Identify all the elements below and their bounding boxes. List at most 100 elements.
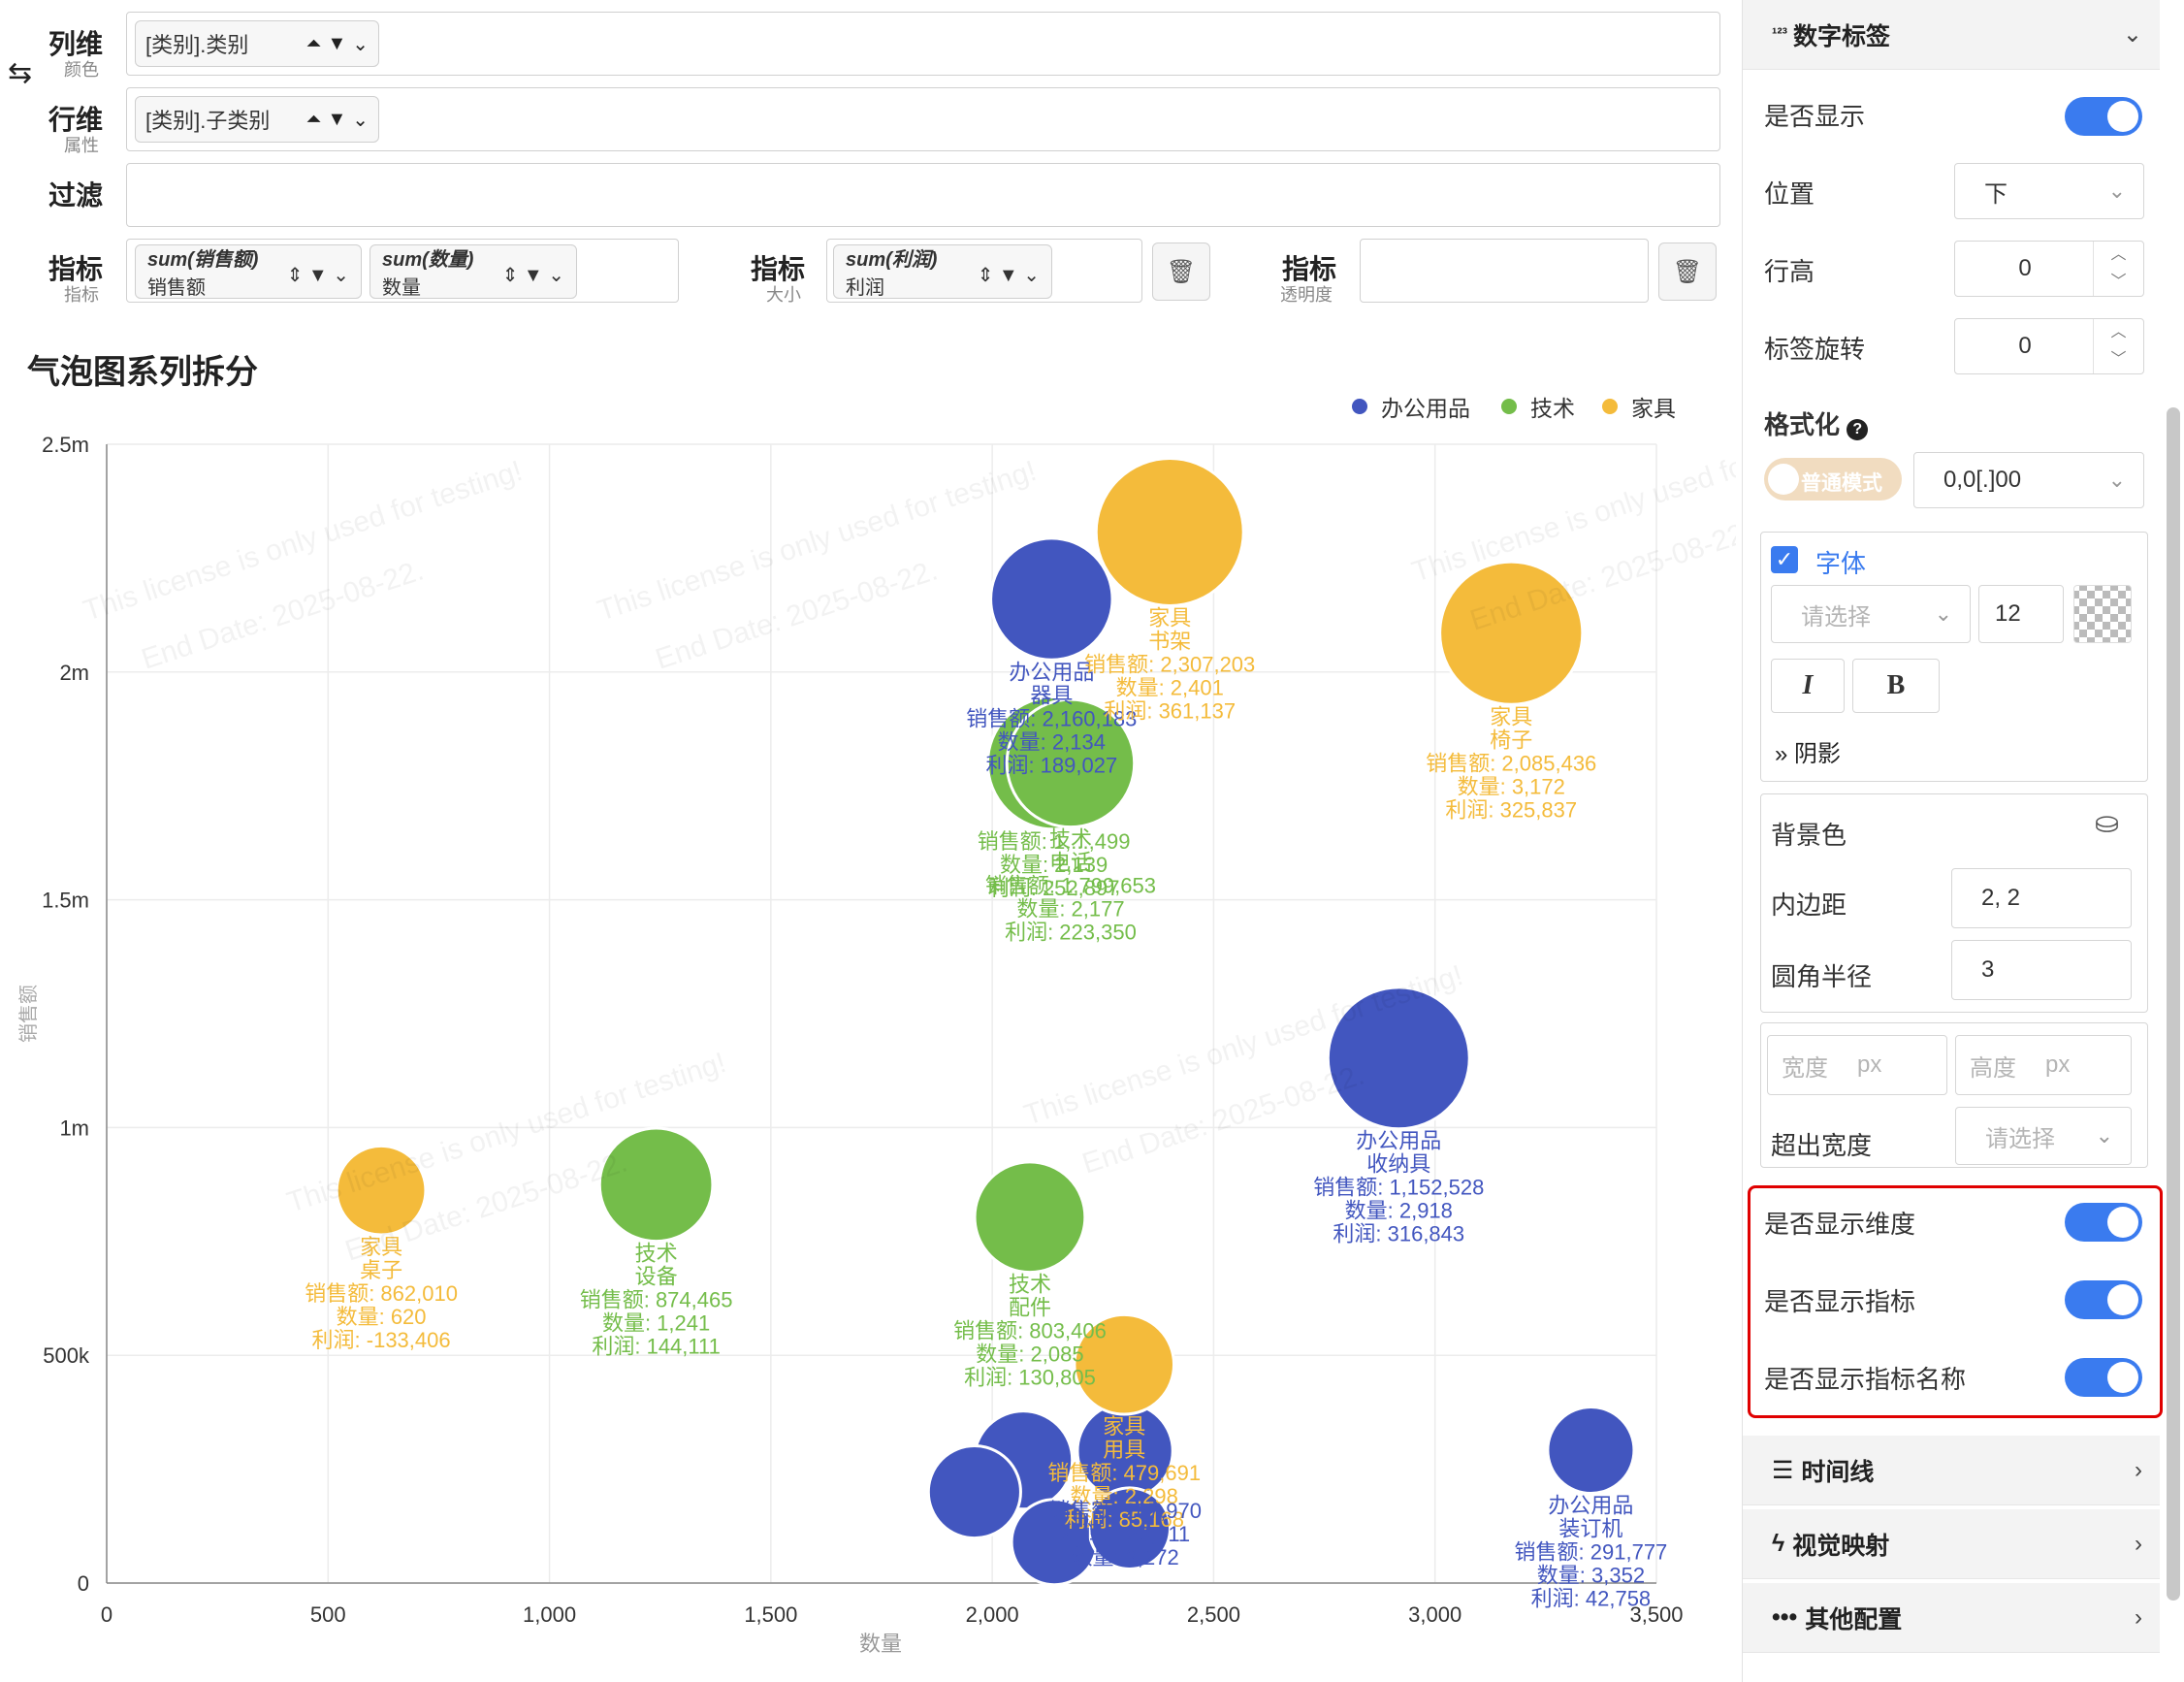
- size-shelf-title: 指标: [751, 254, 806, 284]
- sort-filter-controls[interactable]: ⇕ ▼ ⌄: [977, 265, 1040, 286]
- stepper[interactable]: ︿ ﹀: [2093, 242, 2143, 296]
- italic-button[interactable]: I: [1771, 659, 1845, 713]
- x-tick-label: 1,000: [523, 1602, 576, 1627]
- filter-icon[interactable]: ▼: [327, 32, 347, 54]
- filter-icon[interactable]: ▼: [327, 108, 347, 130]
- bubble: [973, 1160, 1087, 1275]
- trash-icon[interactable]: 🗑: [1658, 243, 1717, 301]
- sort-asc-icon[interactable]: ⏶: [305, 32, 322, 54]
- mode-toggle[interactable]: 普通模式: [1764, 458, 1902, 501]
- font-size-input[interactable]: 12: [1978, 585, 2064, 643]
- shadow-toggle[interactable]: » 阴影: [1775, 734, 1841, 768]
- row-shelf[interactable]: [类别].子类别 ⏶ ▼ ⌄: [126, 87, 1720, 151]
- data-label: 书架: [1148, 630, 1191, 654]
- position-select[interactable]: 下 ⌄: [1954, 163, 2144, 219]
- x-tick-label: 1,500: [744, 1602, 797, 1627]
- show-measure-toggle[interactable]: [2065, 1280, 2142, 1319]
- bold-button[interactable]: B: [1852, 659, 1940, 713]
- font-size-value: 12: [1995, 600, 2021, 627]
- chevron-down-icon: ⌄: [2107, 468, 2126, 492]
- bubble: [335, 1144, 428, 1237]
- overflow-select[interactable]: 请选择 ⌄: [1955, 1107, 2132, 1165]
- radius-input[interactable]: 3: [1951, 940, 2132, 1000]
- timeline-icon: ☰: [1772, 1456, 1794, 1484]
- section-timeline[interactable]: ☰ 时间线 ›: [1743, 1436, 2160, 1505]
- bold-icon: B: [1886, 670, 1906, 700]
- measure-pill-agg: sum(销售额): [147, 249, 259, 271]
- data-label: 销售额: 803,406: [953, 1319, 1107, 1343]
- bubble: [1005, 697, 1137, 829]
- line-height-input[interactable]: 0 ︿ ﹀: [1954, 241, 2144, 297]
- highlight-box: [1748, 1185, 2163, 1418]
- data-label: 数量: 2,134: [998, 729, 1106, 754]
- legend-item-office[interactable]: 办公用品: [1352, 390, 1470, 423]
- filter-shelf[interactable]: [126, 163, 1720, 227]
- data-label: 器具: [1030, 683, 1073, 707]
- trash-icon[interactable]: 🗑: [1152, 243, 1210, 301]
- legend-dot: [1602, 399, 1618, 414]
- size-shelf[interactable]: sum(利润) 利润 ⇕ ▼ ⌄: [826, 239, 1142, 303]
- section-visual-map[interactable]: ϟ 视觉映射 ›: [1743, 1509, 2160, 1579]
- width-unit: px: [1857, 1051, 1882, 1078]
- opacity-shelf[interactable]: [1360, 239, 1649, 303]
- section-number-label[interactable]: ¹²³ 数字标签 ⌄: [1743, 0, 2160, 70]
- sort-filter-controls[interactable]: ⇕ ▼ ⌄: [286, 265, 349, 286]
- legend-item-tech[interactable]: 技术: [1501, 390, 1575, 423]
- legend-item-furniture[interactable]: 家具: [1602, 390, 1676, 423]
- data-label: 家具: [1148, 606, 1191, 631]
- panel-scrollbar[interactable]: [2167, 407, 2180, 1601]
- data-label: 家具: [1103, 1414, 1145, 1439]
- y-tick-label: 2m: [59, 661, 89, 685]
- section-title: 视觉映射: [1792, 1532, 1890, 1560]
- chevron-down-icon[interactable]: ⌄: [352, 33, 369, 55]
- y-tick-label: 2.5m: [42, 433, 89, 457]
- font-color-picker[interactable]: [2073, 585, 2132, 643]
- data-label: 数量: 620: [337, 1305, 427, 1329]
- swap-icon[interactable]: ⇆: [8, 57, 33, 89]
- chevron-down-icon[interactable]: ⌄: [352, 109, 369, 131]
- measure-shelf[interactable]: sum(销售额) 销售额 ⇕ ▼ ⌄ sum(数量) 数量 ⇕ ▼ ⌄: [126, 239, 679, 303]
- section-other-config[interactable]: ••• 其他配置 ›: [1743, 1583, 2160, 1653]
- column-shelf[interactable]: [类别].类别 ⏶ ▼ ⌄: [126, 12, 1720, 76]
- stepper[interactable]: ︿ ﹀: [2093, 319, 2143, 373]
- show-dimension-toggle[interactable]: [2065, 1203, 2142, 1242]
- section-title: 时间线: [1801, 1458, 1875, 1486]
- size-pill-profit[interactable]: sum(利润) 利润 ⇕ ▼ ⌄: [833, 244, 1052, 299]
- y-axis-label: 销售额: [17, 985, 40, 1043]
- chevron-down-icon[interactable]: ⌄: [2122, 21, 2142, 48]
- data-label: 数量: 3,172: [1458, 774, 1565, 798]
- background-label: 背景色: [1771, 821, 1847, 850]
- measure-shelf-sub: 指标: [64, 285, 99, 305]
- data-label: 技术: [635, 1242, 678, 1266]
- data-label: 办公用品: [1009, 660, 1094, 684]
- paint-bucket-icon[interactable]: ⛀: [2095, 807, 2120, 839]
- checkbox-checked-icon[interactable]: ✓: [1771, 546, 1798, 573]
- measure-pill-quantity[interactable]: sum(数量) 数量 ⇕ ▼ ⌄: [369, 244, 577, 299]
- x-tick-label: 3,000: [1408, 1602, 1461, 1627]
- data-label: 销售额: 2,160,183: [966, 706, 1137, 730]
- height-input[interactable]: 高度 px: [1955, 1035, 2132, 1095]
- width-input[interactable]: 宽度 px: [1767, 1035, 1947, 1095]
- y-tick-label: 1.5m: [42, 889, 89, 913]
- bubble: [1087, 1486, 1172, 1570]
- format-select[interactable]: 0,0[.]00 ⌄: [1913, 452, 2144, 508]
- font-family-select[interactable]: 请选择 ⌄: [1771, 585, 1971, 643]
- show-label: 是否显示: [1764, 102, 1866, 131]
- show-toggle[interactable]: [2065, 97, 2142, 136]
- chart-title: 气泡图系列拆分: [27, 354, 258, 391]
- sort-filter-controls[interactable]: ⇕ ▼ ⌄: [501, 265, 564, 286]
- measure-pill-sales[interactable]: sum(销售额) 销售额 ⇕ ▼ ⌄: [135, 244, 362, 299]
- row-pill[interactable]: [类别].子类别 ⏶ ▼ ⌄: [135, 96, 379, 143]
- rotation-input[interactable]: 0 ︿ ﹀: [1954, 318, 2144, 374]
- data-label: 配件: [1009, 1296, 1051, 1320]
- show-measure-name-toggle[interactable]: [2065, 1358, 2142, 1397]
- padding-input[interactable]: 2, 2: [1951, 868, 2132, 928]
- double-chevron-right-icon: »: [1775, 741, 1788, 767]
- data-label: 利润: 144,111: [592, 1335, 720, 1359]
- help-icon[interactable]: ?: [1847, 419, 1869, 440]
- format-label: 格式化 ?: [1764, 405, 1869, 441]
- data-label: 用具: [1103, 1438, 1145, 1462]
- column-pill[interactable]: [类别].类别 ⏶ ▼ ⌄: [135, 20, 379, 67]
- sort-asc-icon[interactable]: ⏶: [305, 108, 322, 130]
- size-box: 宽度 px 高度 px 超出宽度 请选择 ⌄: [1760, 1022, 2148, 1168]
